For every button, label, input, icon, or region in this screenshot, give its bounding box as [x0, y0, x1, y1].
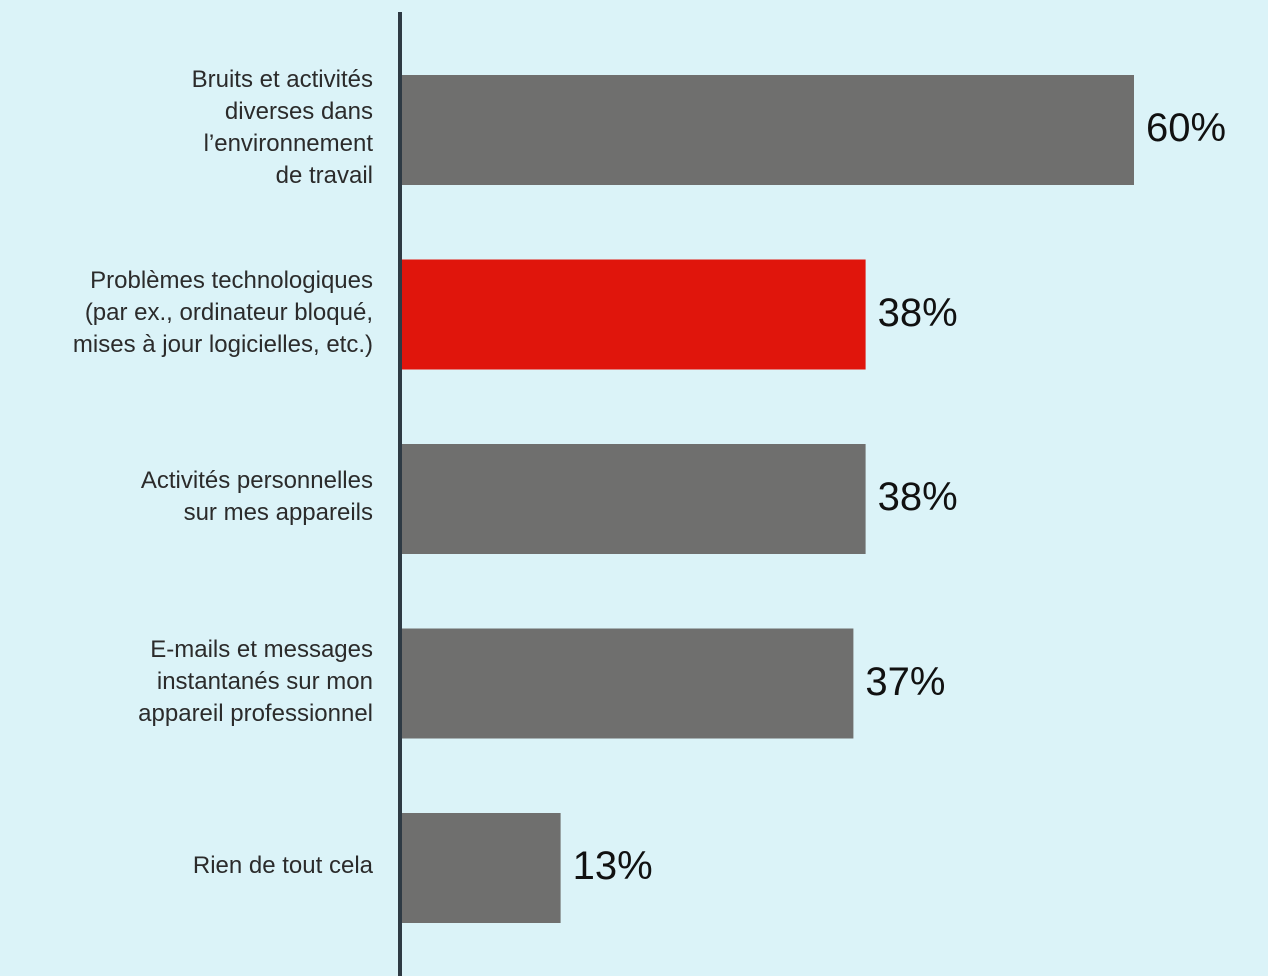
category-label-3: Activités personnelles sur mes appareils [0, 465, 373, 529]
category-label-line: mises à jour logicielles, etc.) [72, 330, 373, 358]
value-label-3: 38% [877, 475, 958, 519]
category-label-line: Rien de tout cela [192, 852, 373, 879]
category-label-line: Bruits et activités [191, 66, 373, 93]
value-label-4: 37% [865, 659, 946, 704]
category-label-line: Problèmes technologiques [90, 266, 373, 294]
category-label-line: E-mails et messages [150, 635, 373, 663]
category-label-2: Problèmes technologiques (par ex., ordina… [0, 265, 373, 361]
category-label-5: Rien de tout cela [0, 850, 373, 882]
bars-group [402, 75, 1134, 923]
bar-2 [402, 259, 866, 370]
value-label-1: 60% [1146, 106, 1227, 150]
category-label-line: instantanés sur mon [156, 667, 373, 695]
category-label-line: de travail [275, 162, 373, 189]
category-label-line: Activités personnelles [140, 467, 373, 494]
category-label-line: l’environnement [203, 130, 373, 157]
category-label-line: (par ex., ordinateur bloqué, [84, 298, 373, 326]
category-label-line: diverses dans [224, 98, 373, 125]
value-label-5: 13% [572, 844, 653, 888]
value-label-2: 38% [877, 290, 958, 335]
bar-4 [402, 628, 854, 739]
category-label-1: Bruits et activités diverses dans l’enviro… [0, 64, 373, 192]
bar-1 [402, 75, 1134, 185]
category-label-line: appareil professionnel [138, 699, 373, 727]
bar-3 [402, 444, 866, 554]
category-label-4: E-mails et messages instantanés sur mon ap… [0, 634, 373, 730]
category-label-line: sur mes appareils [183, 499, 373, 526]
bar-5 [402, 813, 561, 923]
